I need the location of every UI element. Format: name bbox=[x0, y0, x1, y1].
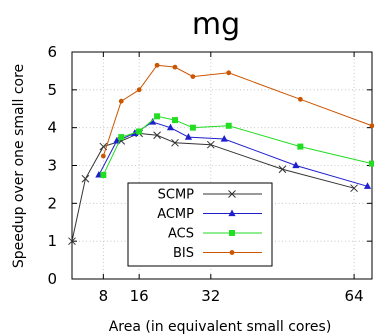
series-line-scmp bbox=[71, 132, 355, 242]
series-line-bis bbox=[102, 64, 373, 157]
legend-marker-scmp bbox=[228, 190, 236, 198]
y-tick-label: 5 bbox=[47, 81, 57, 99]
data-point-acmp bbox=[166, 123, 175, 131]
data-point-acs bbox=[369, 160, 374, 167]
data-point-bis bbox=[369, 123, 374, 129]
y-axis-label: Speedup over one small core bbox=[11, 64, 27, 268]
legend-marker-bis bbox=[229, 250, 235, 255]
series-layer bbox=[68, 62, 374, 246]
legend-marker-acmp bbox=[228, 209, 236, 217]
data-point-scmp bbox=[153, 131, 161, 140]
data-point-acs bbox=[297, 143, 304, 150]
y-tick-label: 0 bbox=[47, 270, 57, 288]
data-point-bis bbox=[100, 153, 106, 159]
series-acs bbox=[100, 113, 374, 178]
y-tick-label: 6 bbox=[47, 43, 57, 61]
data-point-scmp bbox=[81, 174, 90, 183]
series-line-acs bbox=[102, 115, 373, 176]
y-tick-label: 2 bbox=[47, 194, 57, 212]
data-point-bis bbox=[154, 62, 160, 68]
data-point-bis bbox=[190, 74, 196, 79]
data-point-acs bbox=[225, 122, 232, 129]
data-point-scmp bbox=[350, 184, 358, 193]
data-point-bis bbox=[172, 64, 178, 70]
data-point-acs bbox=[154, 113, 161, 120]
y-tick-label: 4 bbox=[47, 119, 57, 137]
data-point-scmp bbox=[278, 165, 287, 174]
legend-label-bis: BIS bbox=[173, 246, 194, 261]
data-point-acs bbox=[118, 134, 125, 141]
y-tick-label: 3 bbox=[47, 157, 57, 175]
legend-marker-acs bbox=[229, 230, 235, 236]
y-tick-label: 1 bbox=[47, 232, 57, 250]
data-point-scmp bbox=[206, 140, 215, 149]
chart-title: mg bbox=[192, 7, 240, 42]
data-point-bis bbox=[297, 96, 303, 102]
legend-box bbox=[127, 182, 273, 267]
series-acmp bbox=[95, 117, 372, 189]
legend-label-acs: ACS bbox=[168, 227, 194, 242]
data-point-acs bbox=[189, 124, 196, 131]
legend-label-acmp: ACMP bbox=[157, 207, 194, 222]
data-point-acs bbox=[136, 128, 143, 135]
tick-layer: 0 1 2 3 4 5 6 8 16 32 64 bbox=[47, 43, 372, 305]
data-point-bis bbox=[118, 98, 124, 104]
x-axis-label: Area (in equivalent small cores) bbox=[109, 319, 332, 335]
data-point-scmp bbox=[68, 237, 76, 246]
series-bis bbox=[100, 62, 374, 159]
data-point-acs bbox=[100, 171, 107, 178]
legend-label-scmp: SCMP bbox=[158, 188, 195, 203]
data-point-bis bbox=[136, 87, 142, 93]
data-point-acmp bbox=[220, 135, 228, 142]
x-tick-label: 16 bbox=[130, 287, 149, 305]
data-point-acmp bbox=[184, 133, 193, 140]
x-tick-label: 32 bbox=[201, 287, 220, 305]
data-point-bis bbox=[226, 70, 232, 76]
data-point-acmp bbox=[363, 182, 372, 189]
x-tick-label: 8 bbox=[99, 287, 109, 305]
data-point-scmp bbox=[171, 138, 179, 147]
legend: SCMP ACMP ACS BIS bbox=[127, 182, 273, 267]
data-point-acmp bbox=[148, 117, 157, 125]
data-point-acmp bbox=[292, 161, 300, 169]
x-tick-label: 64 bbox=[345, 287, 364, 305]
data-point-acs bbox=[171, 117, 178, 124]
